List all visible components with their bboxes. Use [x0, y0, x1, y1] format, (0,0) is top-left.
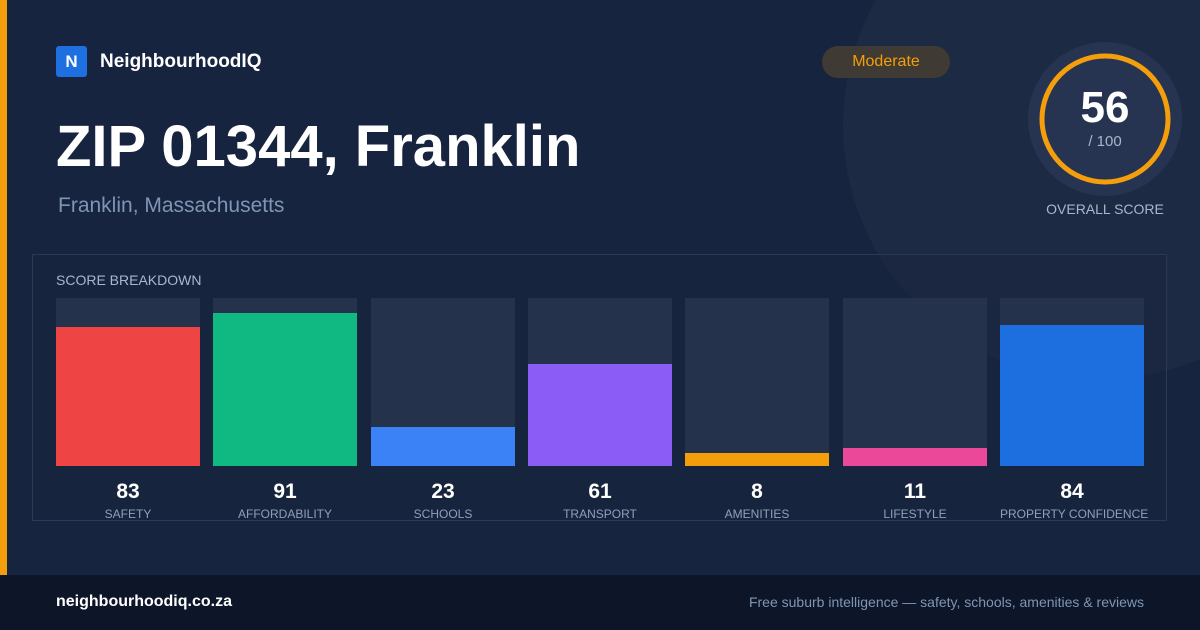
- brand[interactable]: N NeighbourhoodIQ: [56, 46, 261, 77]
- bar-track: [56, 298, 200, 466]
- bar-label: SCHOOLS: [413, 507, 473, 521]
- bar-fill: [685, 453, 829, 466]
- bar-track: [528, 298, 672, 466]
- bar-track: [685, 298, 829, 466]
- bar-label: TRANSPORT: [563, 507, 637, 521]
- page-title: ZIP 01344, Franklin: [56, 114, 581, 179]
- bar-score: 8: [751, 480, 763, 503]
- footer-url[interactable]: neighbourhoodiq.co.za: [56, 593, 232, 610]
- bar-fill: [56, 327, 200, 466]
- score-bar-amenities: 8 AMENITIES: [685, 298, 829, 521]
- overall-score-value: 56: [1080, 83, 1130, 132]
- bar-score: 91: [273, 480, 297, 503]
- accent-bar: [0, 0, 7, 575]
- score-bar-safety: 83 SAFETY: [56, 298, 200, 521]
- bar-track: [371, 298, 515, 466]
- footer-tagline: Free suburb intelligence — safety, schoo…: [748, 594, 1144, 610]
- brand-logo-icon: N: [56, 46, 87, 77]
- bar-track: [1000, 298, 1144, 466]
- score-bar-affordability: 91 AFFORDABILITY: [213, 298, 357, 521]
- bar-label: PROPERTY CONFIDENCE: [1000, 507, 1149, 521]
- bar-score: 23: [431, 480, 455, 503]
- overall-score-arc: [1039, 53, 1171, 185]
- bar-fill: [843, 448, 987, 466]
- score-card: N NeighbourhoodIQ Moderate ZIP 01344, Fr…: [0, 0, 1182, 575]
- overall-score-label: OVERALL SCORE: [1046, 201, 1164, 217]
- bar-label: SAFETY: [104, 507, 152, 521]
- bar-fill: [528, 364, 672, 466]
- overall-score-max: / 100: [1088, 133, 1122, 150]
- footer: neighbourhoodiq.co.za Free suburb intell…: [0, 575, 1200, 630]
- score-bar-transport: 61 TRANSPORT: [528, 298, 672, 521]
- bar-track: [213, 298, 357, 466]
- bar-label: AFFORDABILITY: [237, 507, 332, 521]
- score-bar-property-confidence: 84 PROPERTY CONFIDENCE: [1000, 298, 1149, 521]
- score-bar-schools: 23 SCHOOLS: [371, 298, 515, 521]
- bar-score: 84: [1060, 480, 1084, 503]
- bar-track: [843, 298, 987, 466]
- location-subtitle: Franklin, Massachusetts: [58, 194, 285, 217]
- bar-score: 11: [903, 480, 927, 503]
- bar-label: LIFESTYLE: [883, 507, 947, 521]
- bar-fill: [1000, 325, 1144, 466]
- rating-badge: Moderate: [822, 46, 950, 78]
- bar-score: 83: [116, 480, 140, 503]
- bar-score: 61: [588, 480, 612, 503]
- overall-score-gauge: [1028, 42, 1182, 196]
- bar-fill: [371, 427, 515, 466]
- brand-name: NeighbourhoodIQ: [100, 50, 262, 72]
- score-bar-lifestyle: 11 LIFESTYLE: [843, 298, 987, 521]
- bar-label: AMENITIES: [724, 507, 790, 521]
- score-breakdown-label: SCORE BREAKDOWN: [56, 272, 202, 288]
- bar-fill: [213, 313, 357, 466]
